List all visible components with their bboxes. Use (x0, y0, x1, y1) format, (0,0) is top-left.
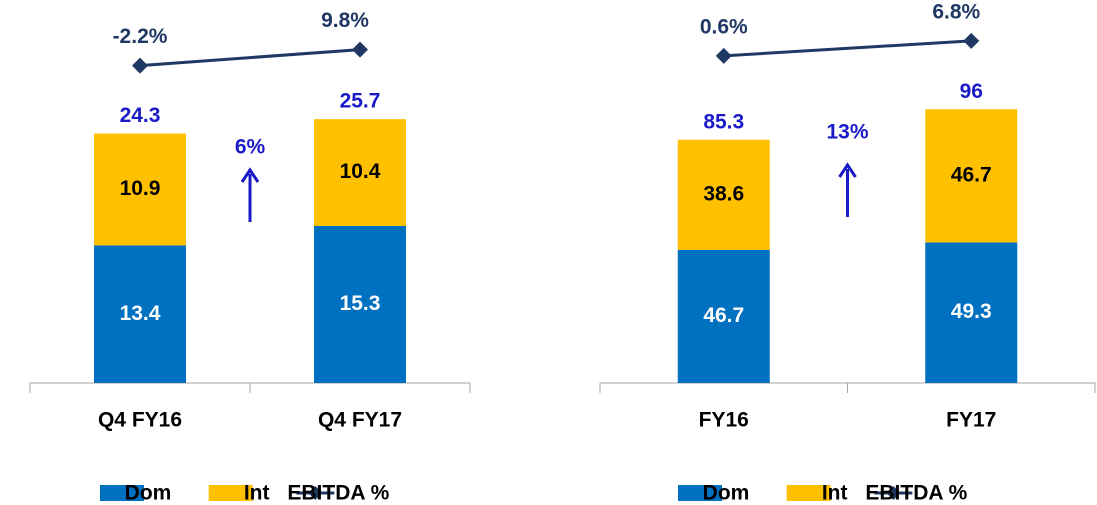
segment-label: 46.7 (951, 163, 992, 186)
bar-segment (925, 242, 1018, 383)
line-label: 6.8% (932, 0, 980, 23)
bar-segment (677, 139, 770, 250)
line-marker (715, 47, 732, 64)
bar-segment (677, 249, 770, 383)
bar-segment (94, 133, 186, 246)
total-label: 24.3 (120, 104, 161, 127)
segment-label: 13.4 (120, 302, 161, 325)
legend-label: Int (244, 482, 270, 505)
line (723, 39, 972, 58)
legend-label: Dom (125, 482, 172, 505)
bar-segment (94, 245, 186, 383)
segment-label: 46.7 (703, 304, 744, 327)
bar-segment (314, 119, 406, 226)
line (139, 48, 361, 68)
line-label: -2.2% (113, 25, 168, 48)
growth-label: 13% (826, 121, 868, 144)
legend-label: EBITDA % (287, 482, 389, 505)
legend-swatch (100, 485, 144, 501)
x-tick-label: FY16 (699, 409, 749, 432)
total-label: 85.3 (703, 110, 744, 133)
line-label: 0.6% (700, 15, 748, 38)
total-label: 25.7 (340, 90, 381, 113)
legend-marker (886, 486, 901, 500)
legend-label: Int (822, 482, 848, 505)
x-tick-label: Q4 FY17 (318, 409, 402, 432)
growth-label: 6% (235, 136, 266, 159)
line-label: 9.8% (321, 9, 369, 32)
line-marker (352, 41, 368, 58)
legend-swatch (208, 485, 253, 501)
segment-label: 38.6 (703, 182, 744, 205)
segment-label: 10.4 (340, 160, 381, 183)
bar-segment (925, 109, 1018, 243)
total-label: 96 (960, 80, 983, 103)
line-marker (132, 57, 148, 74)
segment-label: 15.3 (340, 292, 381, 315)
legend-marker (308, 486, 323, 500)
legend-label: EBITDA % (865, 482, 967, 505)
x-tick-label: Q4 FY16 (98, 409, 182, 432)
x-tick-label: FY17 (946, 409, 996, 432)
growth-arrow-head (838, 162, 857, 178)
line-marker (963, 32, 980, 49)
legend-label: Dom (703, 482, 750, 505)
growth-arrow-head (240, 167, 260, 183)
legend-swatch (678, 485, 722, 501)
segment-label: 49.3 (951, 300, 992, 323)
segment-label: 10.9 (120, 177, 161, 200)
legend-swatch (786, 485, 831, 501)
bar-segment (314, 225, 406, 383)
